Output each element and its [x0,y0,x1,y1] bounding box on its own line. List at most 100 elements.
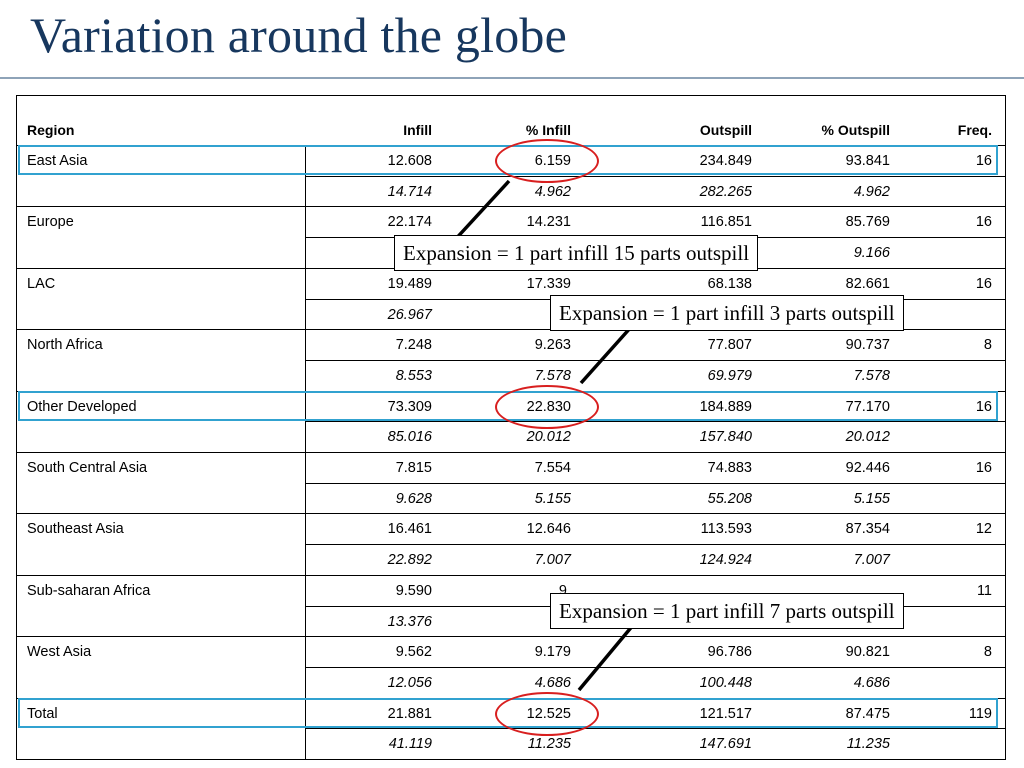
connector-total [577,622,636,692]
cell-infill: 8.553 [395,367,432,384]
cell-pct-infill: 9.179 [534,644,571,661]
circle-east-asia-pct-infill [495,139,599,183]
cell-pct-infill: 17.339 [526,275,571,292]
row-separator [305,360,1006,361]
cell-freq: 16 [975,398,992,415]
table-row: 85.016 20.012 157.840 20.012 [16,425,1006,449]
cell-pct-outspill: 20.012 [845,429,890,446]
table-row: 8.553 7.578 69.979 7.578 [16,364,1006,388]
cell-pct-outspill: 4.962 [853,183,890,200]
cell-pct-outspill: 87.475 [845,705,890,722]
cell-infill: 7.248 [395,337,432,354]
table-row: North Africa 7.248 9.263 77.807 90.737 8 [16,333,1006,357]
cell-region: Total [27,705,58,722]
row-separator [16,329,1006,330]
cell-infill: 41.119 [388,736,432,753]
row-separator [305,667,1006,668]
cell-freq: 8 [983,644,992,661]
cell-pct-outspill: 93.841 [845,153,890,169]
row-separator [305,421,1006,422]
cell-region: East Asia [27,153,88,169]
cell-infill: 16.461 [387,521,432,538]
cell-outspill: 68.138 [707,275,752,292]
header-outspill: Outspill [699,122,752,138]
row-separator [16,452,1006,453]
circle-other-developed-pct-infill [495,385,599,429]
cell-outspill: 69.979 [707,367,752,384]
data-table-frame [16,95,1006,760]
cell-outspill: 147.691 [699,736,752,753]
cell-region: West Asia [27,644,92,661]
connector-other-developed [579,324,634,385]
cell-pct-outspill: 90.737 [845,337,890,354]
cell-freq: 119 [968,705,992,722]
cell-pct-outspill: 5.155 [853,490,890,507]
callout-other-developed: Expansion = 1 part infill 3 parts outspi… [550,295,904,331]
cell-infill: 9.562 [395,644,432,661]
table-row: Southeast Asia 16.461 12.646 113.593 87.354 1… [16,517,1006,541]
cell-freq: 16 [975,275,992,292]
cell-pct-outspill: 90.821 [845,644,890,661]
title-divider [0,77,1024,79]
cell-outspill: 124.924 [699,552,752,569]
cell-infill: 21.881 [387,705,432,722]
cell-pct-outspill: 77.170 [845,398,890,415]
cell-outspill: 100.448 [699,674,752,691]
row-separator [305,728,1006,729]
cell-freq: 8 [983,337,992,354]
cell-region: LAC [27,275,56,292]
cell-pct-outspill: 92.446 [845,460,890,476]
cell-infill: 26.967 [387,306,432,323]
table-row: Europe 22.174 14.231 116.851 85.769 16 [16,210,1006,234]
cell-region: Sub-saharan Africa [27,582,151,599]
cell-infill: 73.309 [387,398,432,415]
cell-pct-outspill: 11.235 [846,736,890,753]
header-pct-infill: % Infill [525,122,571,138]
row-separator [305,176,1006,177]
table-row: Sub-saharan Africa 9.590 9. 11 [16,579,1006,603]
cell-pct-outspill: 9.166 [853,245,890,262]
cell-outspill: 184.889 [699,398,752,415]
cell-pct-infill: 9.263 [534,337,571,354]
callout-total: Expansion = 1 part infill 7 parts outspi… [550,593,904,629]
row-separator [305,483,1006,484]
table-row: West Asia 9.562 9.179 96.786 90.821 8 [16,640,1006,664]
row-separator [305,544,1006,545]
cell-outspill: 121.517 [699,705,752,722]
table-row: 41.119 11.235 147.691 11.235 [16,732,1006,756]
cell-outspill: 234.849 [699,153,752,169]
cell-infill: 12.056 [387,674,432,691]
cell-freq: 16 [975,460,992,476]
cell-pct-outspill: 82.661 [845,275,890,292]
cell-pct-infill: 4.962 [534,183,571,200]
cell-outspill: 282.265 [699,183,752,200]
cell-pct-outspill: 7.007 [853,552,890,569]
circle-total-pct-infill [495,692,599,736]
cell-infill: 14.714 [387,183,432,200]
cell-outspill: 116.851 [700,214,752,231]
table-row: 12.056 4.686 100.448 4.686 [16,671,1006,695]
row-separator [16,513,1006,514]
table-row: LAC 19.489 17.339 68.138 82.661 16 [16,272,1006,296]
cell-outspill: 55.208 [707,490,752,507]
connector-east-asia [450,179,511,245]
row-separator [16,206,1006,207]
cell-freq: 16 [975,153,992,169]
row-separator [16,636,1006,637]
cell-pct-outspill: 87.354 [845,521,890,538]
cell-outspill: 77.807 [707,337,752,354]
cell-infill: 85.016 [387,429,432,446]
cell-pct-infill: 4.686 [534,674,571,691]
cell-pct-infill: 12.646 [526,521,571,538]
cell-infill: 9.590 [395,582,432,599]
cell-region: South Central Asia [27,460,148,476]
table-row: 9.628 5.155 55.208 5.155 [16,487,1006,511]
row-separator [16,575,1006,576]
cell-outspill: 157.840 [699,429,752,446]
header-freq: Freq. [957,122,992,138]
cell-region: Southeast Asia [27,521,124,538]
slide-title: Variation around the globe [30,7,567,63]
cell-infill: 19.489 [387,275,432,292]
table-header-row: Region Infill % Infill Outspill % Outspi… [16,118,1006,142]
